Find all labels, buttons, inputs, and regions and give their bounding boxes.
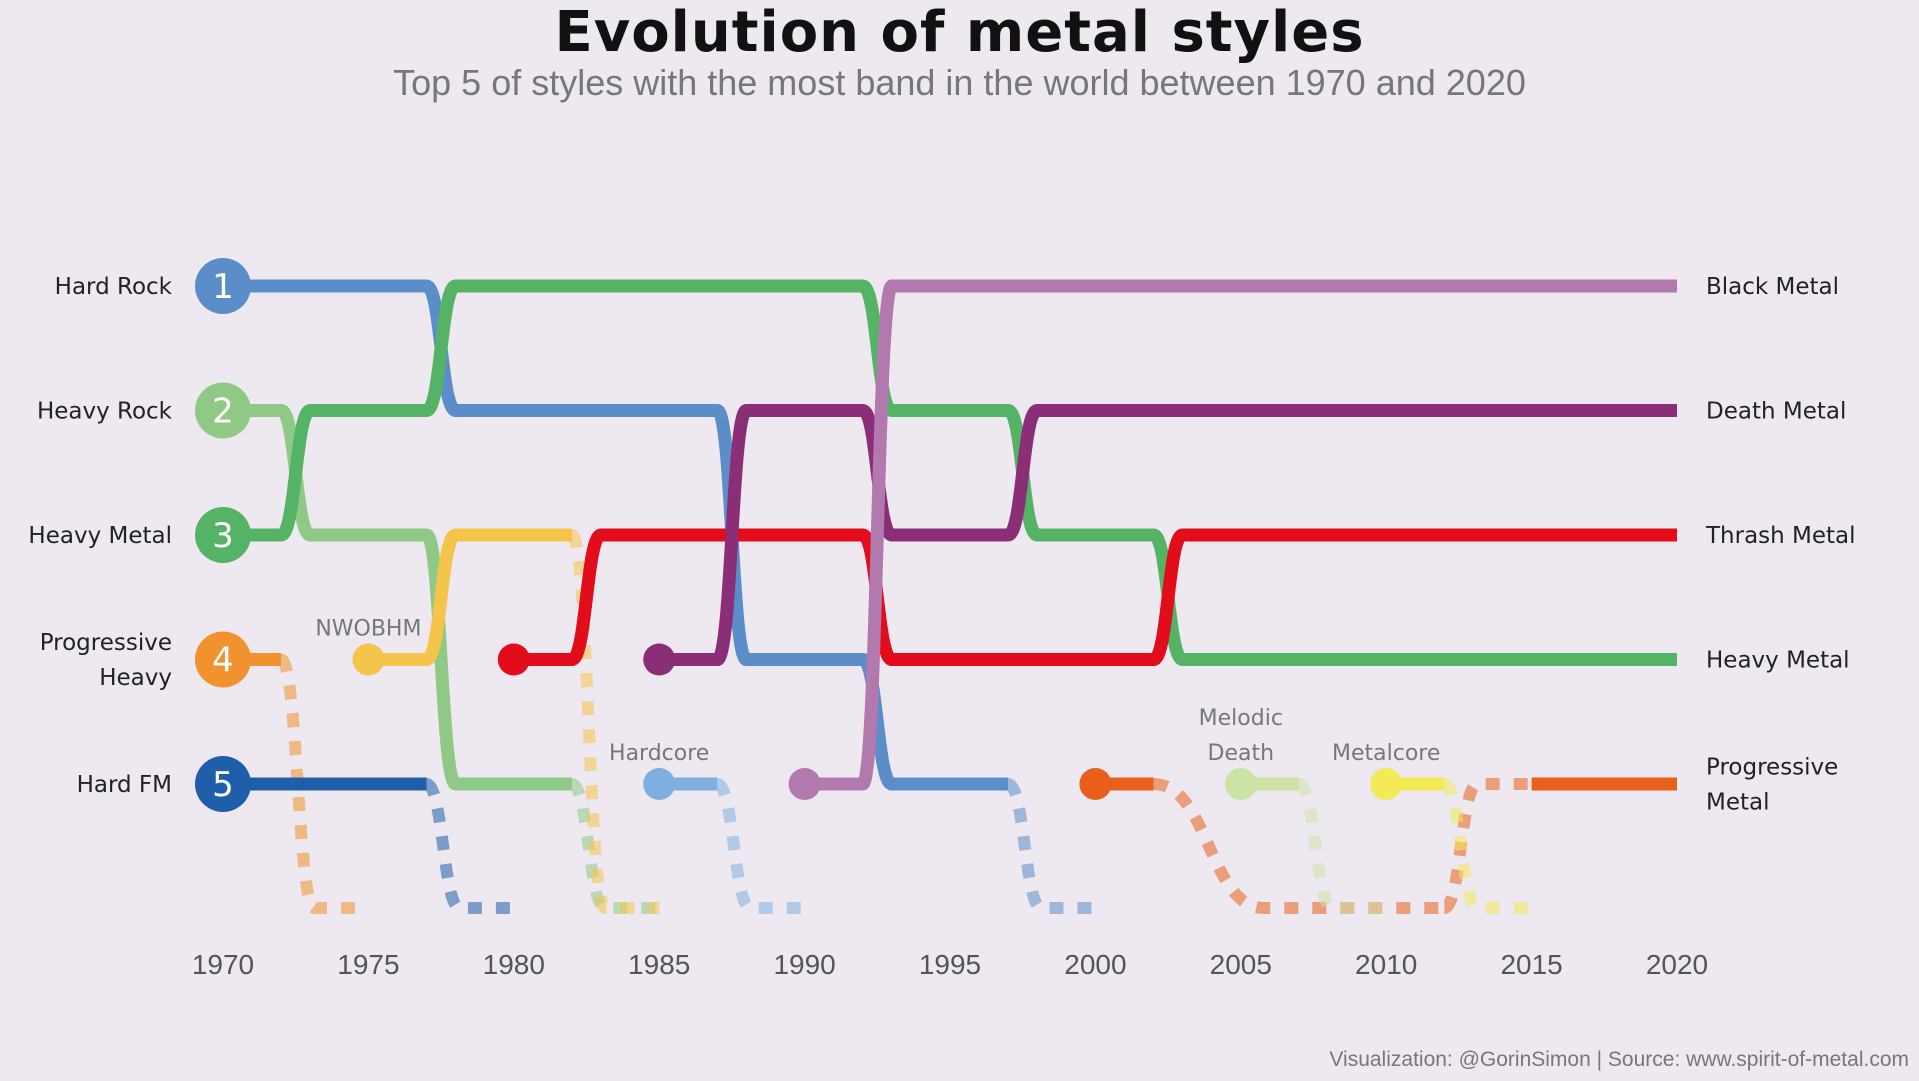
rank-badge-4 xyxy=(195,631,251,688)
start-dot-progressive-metal xyxy=(1079,768,1112,800)
series-start-dots xyxy=(352,643,1403,800)
rank-number-3: 3 xyxy=(212,516,234,556)
start-dot-nwobhm xyxy=(352,643,385,676)
start-dot-death-metal xyxy=(643,643,676,676)
series-lines xyxy=(223,279,1677,791)
dropout-hard-fm xyxy=(423,778,514,914)
rise-progressive-metal xyxy=(1441,778,1532,914)
dropout-lines xyxy=(275,529,1532,914)
right-label-progressive-metal: Progressive Metal xyxy=(1706,755,1838,816)
line-heavy-rock xyxy=(223,404,572,791)
annotation-nwobhm: NWOBHM xyxy=(315,617,421,642)
dropout-hard-rock xyxy=(1005,778,1096,914)
right-label-black-metal: Black Metal xyxy=(1706,274,1839,300)
dropout-metalcore xyxy=(1441,778,1532,914)
start-dot-melodic-death xyxy=(1224,768,1257,800)
line-thrash-metal xyxy=(513,528,1677,666)
x-tick-2015: 2015 xyxy=(1500,949,1562,980)
source-caption: Visualization: @GorinSimon | Source: www… xyxy=(1329,1048,1909,1071)
rank-number-5: 5 xyxy=(212,765,234,805)
x-tick-2000: 2000 xyxy=(1064,949,1126,980)
left-label-hard-fm: Hard FM xyxy=(77,772,172,798)
dropout-hardcore xyxy=(714,778,805,914)
start-dot-hardcore xyxy=(643,768,676,800)
rank-badge-2 xyxy=(195,382,251,439)
rank-number-4: 4 xyxy=(212,641,234,681)
x-tick-1990: 1990 xyxy=(773,949,835,980)
start-dot-thrash-metal xyxy=(497,643,530,676)
left-label-heavy-metal: Heavy Metal xyxy=(28,523,172,549)
rank-badge-3 xyxy=(195,507,251,563)
chart-title: Evolution of metal styles xyxy=(554,0,1365,65)
x-tick-1975: 1975 xyxy=(337,949,399,980)
line-nwobhm xyxy=(368,528,572,666)
left-label-heavy-rock: Heavy Rock xyxy=(37,399,173,425)
x-tick-1980: 1980 xyxy=(483,949,545,980)
rank-badge-1 xyxy=(195,258,251,314)
x-tick-2020: 2020 xyxy=(1646,949,1708,980)
dropout-nwobhm xyxy=(566,529,660,914)
annotation-melodic-death: Melodic Death xyxy=(1199,706,1283,766)
left-label-hard-rock: Hard Rock xyxy=(55,274,173,300)
start-dot-metalcore xyxy=(1370,768,1403,800)
rank-number-1: 1 xyxy=(212,267,234,307)
line-heavy-metal xyxy=(223,279,1677,666)
right-label-heavy-metal: Heavy Metal xyxy=(1706,648,1850,674)
x-tick-1985: 1985 xyxy=(628,949,690,980)
x-tick-1995: 1995 xyxy=(919,949,981,980)
x-tick-2005: 2005 xyxy=(1210,949,1272,980)
rank-number-2: 2 xyxy=(212,392,234,432)
dropout-progressive-metal xyxy=(1152,778,1445,914)
chart-subtitle: Top 5 of styles with the most band in th… xyxy=(393,62,1526,103)
x-tick-1970: 1970 xyxy=(192,949,254,980)
annotation-hardcore: Hardcore xyxy=(609,741,709,766)
line-black-metal xyxy=(804,279,1677,791)
x-tick-2010: 2010 xyxy=(1355,949,1417,980)
rank-badge-5 xyxy=(195,756,251,812)
right-label-death-metal: Death Metal xyxy=(1706,399,1846,425)
right-label-thrash-metal: Thrash Metal xyxy=(1705,523,1856,549)
start-dot-black-metal xyxy=(788,768,821,800)
dropout-melodic-death xyxy=(1295,778,1387,914)
left-label-progressive-heavy: Progressive Heavy xyxy=(40,630,172,691)
dropout-heavy-rock xyxy=(568,778,660,914)
annotation-metalcore: Metalcore xyxy=(1332,741,1440,766)
